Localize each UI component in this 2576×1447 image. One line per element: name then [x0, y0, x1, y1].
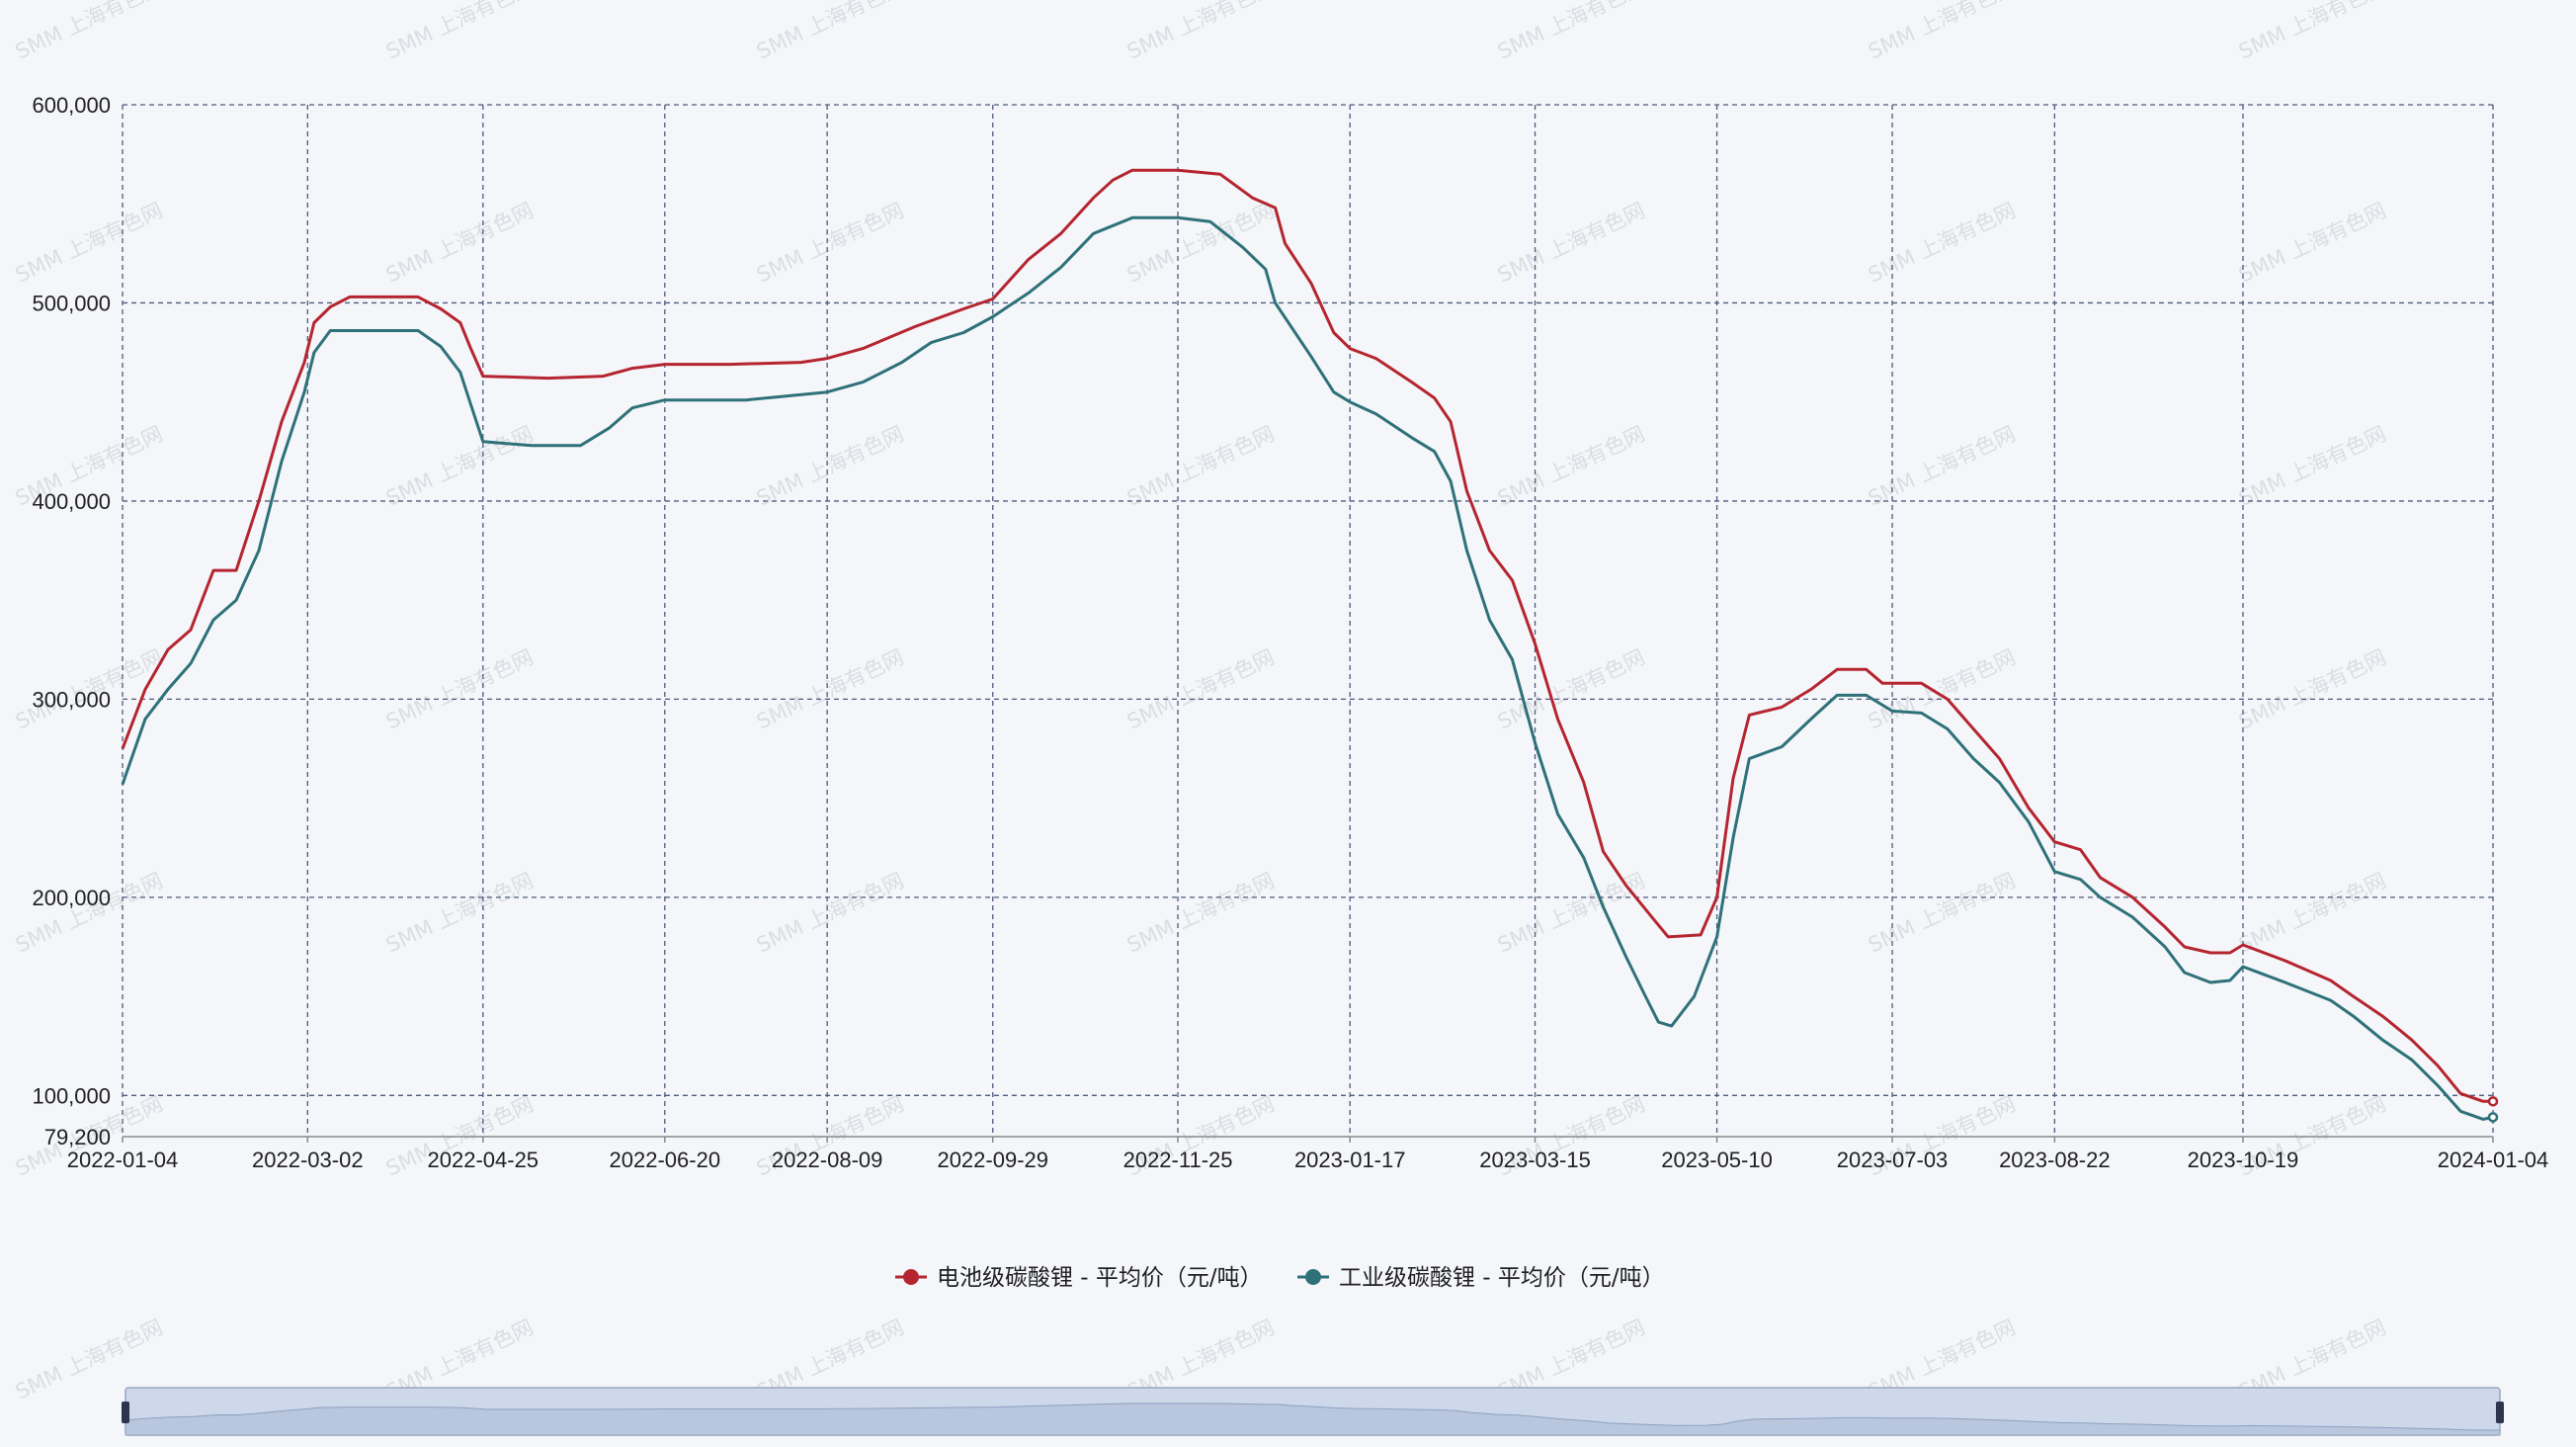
legend-item-2[interactable]: 工业级碳酸锂 - 平均价（元/吨）	[1297, 1265, 1665, 1291]
watermark-text: SMM 上海有色网	[382, 0, 537, 64]
legend-dot-icon	[1305, 1269, 1321, 1285]
watermark-text: SMM 上海有色网	[382, 645, 537, 734]
x-tick-label: 2022-03-02	[252, 1148, 364, 1172]
watermark-text: SMM 上海有色网	[2235, 869, 2389, 958]
watermark-text: SMM 上海有色网	[1494, 0, 1648, 64]
watermark-text: SMM 上海有色网	[1123, 199, 1278, 288]
watermark-text: SMM 上海有色网	[1865, 199, 2019, 288]
watermark-text: SMM 上海有色网	[382, 869, 537, 958]
legend[interactable]: 电池级碳酸锂 - 平均价（元/吨） 工业级碳酸锂 - 平均价（元/吨）	[895, 1265, 1665, 1291]
slider-preview-area	[125, 1403, 2501, 1436]
watermark-text: SMM 上海有色网	[2235, 0, 2389, 64]
watermark-text: SMM 上海有色网	[2235, 645, 2389, 734]
watermark-text: SMM 上海有色网	[2235, 422, 2389, 511]
watermark-text: SMM 上海有色网	[382, 422, 537, 511]
slider-handle-left[interactable]	[122, 1402, 129, 1423]
legend-label: 电池级碳酸锂 - 平均价（元/吨）	[937, 1265, 1263, 1291]
watermark-layer: SMM 上海有色网 SMM 上海有色网 SMM 上海有色网 SMM 上海有色网 SMM …	[12, 0, 2389, 1404]
watermark-text: SMM 上海有色网	[12, 199, 166, 288]
x-tick-label: 2023-01-17	[1294, 1148, 1406, 1172]
axis-layer: 600,000 500,000 400,000 300,000 200,000 100,0…	[32, 93, 2548, 1172]
watermark-text: SMM 上海有色网	[382, 199, 537, 288]
x-tick-label: 2022-06-20	[610, 1148, 721, 1172]
watermark-text: SMM 上海有色网	[753, 645, 907, 734]
watermark-text: SMM 上海有色网	[753, 0, 907, 64]
slider-handle-right[interactable]	[2496, 1402, 2504, 1423]
watermark-text: SMM 上海有色网	[1865, 645, 2019, 734]
x-tick-label: 2022-01-04	[67, 1148, 179, 1172]
x-tick-label: 2024-01-04	[2438, 1148, 2549, 1172]
series-line-2[interactable]	[121, 215, 2494, 1121]
watermark-text: SMM 上海有色网	[1123, 869, 1278, 958]
x-tick-label: 2022-08-09	[772, 1148, 883, 1172]
series-endpoint-2[interactable]	[2487, 1112, 2499, 1123]
watermark-text: SMM 上海有色网	[1865, 869, 2019, 958]
series-layer[interactable]	[121, 168, 2499, 1123]
y-tick-label: 100,000	[32, 1083, 111, 1108]
data-zoom-slider[interactable]	[122, 1387, 2504, 1436]
watermark-text: SMM 上海有色网	[753, 869, 907, 958]
watermark-text: SMM 上海有色网	[12, 0, 166, 64]
grid-layer	[122, 104, 2494, 1137]
x-tick-label: 2022-04-25	[428, 1148, 540, 1172]
y-tick-label: 500,000	[32, 291, 111, 315]
y-tick-label: 300,000	[32, 687, 111, 712]
watermark-text: SMM 上海有色网	[12, 869, 166, 958]
legend-item-1[interactable]: 电池级碳酸锂 - 平均价（元/吨）	[895, 1265, 1263, 1291]
watermark-text: SMM 上海有色网	[1865, 422, 2019, 511]
y-tick-label: 400,000	[32, 489, 111, 514]
watermark-text: SMM 上海有色网	[1123, 422, 1278, 511]
watermark-text: SMM 上海有色网	[1494, 199, 1648, 288]
series-endpoint-1[interactable]	[2487, 1096, 2499, 1107]
x-tick-label: 2022-11-25	[1123, 1148, 1233, 1172]
x-tick-label: 2023-03-15	[1479, 1148, 1591, 1172]
y-tick-label: 79,200	[44, 1125, 111, 1149]
legend-label: 工业级碳酸锂 - 平均价（元/吨）	[1339, 1265, 1665, 1291]
watermark-text: SMM 上海有色网	[1494, 645, 1648, 734]
x-tick-label: 2023-05-10	[1661, 1148, 1773, 1172]
x-tick-label: 2023-08-22	[1999, 1148, 2111, 1172]
watermark-text: SMM 上海有色网	[1865, 0, 2019, 64]
watermark-text: SMM 上海有色网	[1123, 0, 1278, 64]
y-tick-label: 200,000	[32, 886, 111, 910]
watermark-text: SMM 上海有色网	[1123, 645, 1278, 734]
x-tick-label: 2023-10-19	[2188, 1148, 2299, 1172]
legend-dot-icon	[903, 1269, 919, 1285]
series-line-1[interactable]	[121, 168, 2493, 1103]
watermark-text: SMM 上海有色网	[753, 199, 907, 288]
watermark-text: SMM 上海有色网	[1494, 422, 1648, 511]
x-tick-label: 2022-09-29	[937, 1148, 1048, 1172]
watermark-text: SMM 上海有色网	[2235, 199, 2389, 288]
watermark-text: SMM 上海有色网	[753, 422, 907, 511]
y-tick-label: 600,000	[32, 93, 111, 118]
x-tick-label: 2023-07-03	[1837, 1148, 1949, 1172]
